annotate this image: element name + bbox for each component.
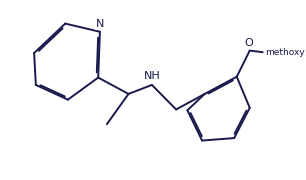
Text: NH: NH (144, 71, 160, 81)
Text: N: N (96, 19, 104, 29)
Text: methoxy: methoxy (265, 48, 305, 57)
Text: O: O (244, 38, 253, 48)
